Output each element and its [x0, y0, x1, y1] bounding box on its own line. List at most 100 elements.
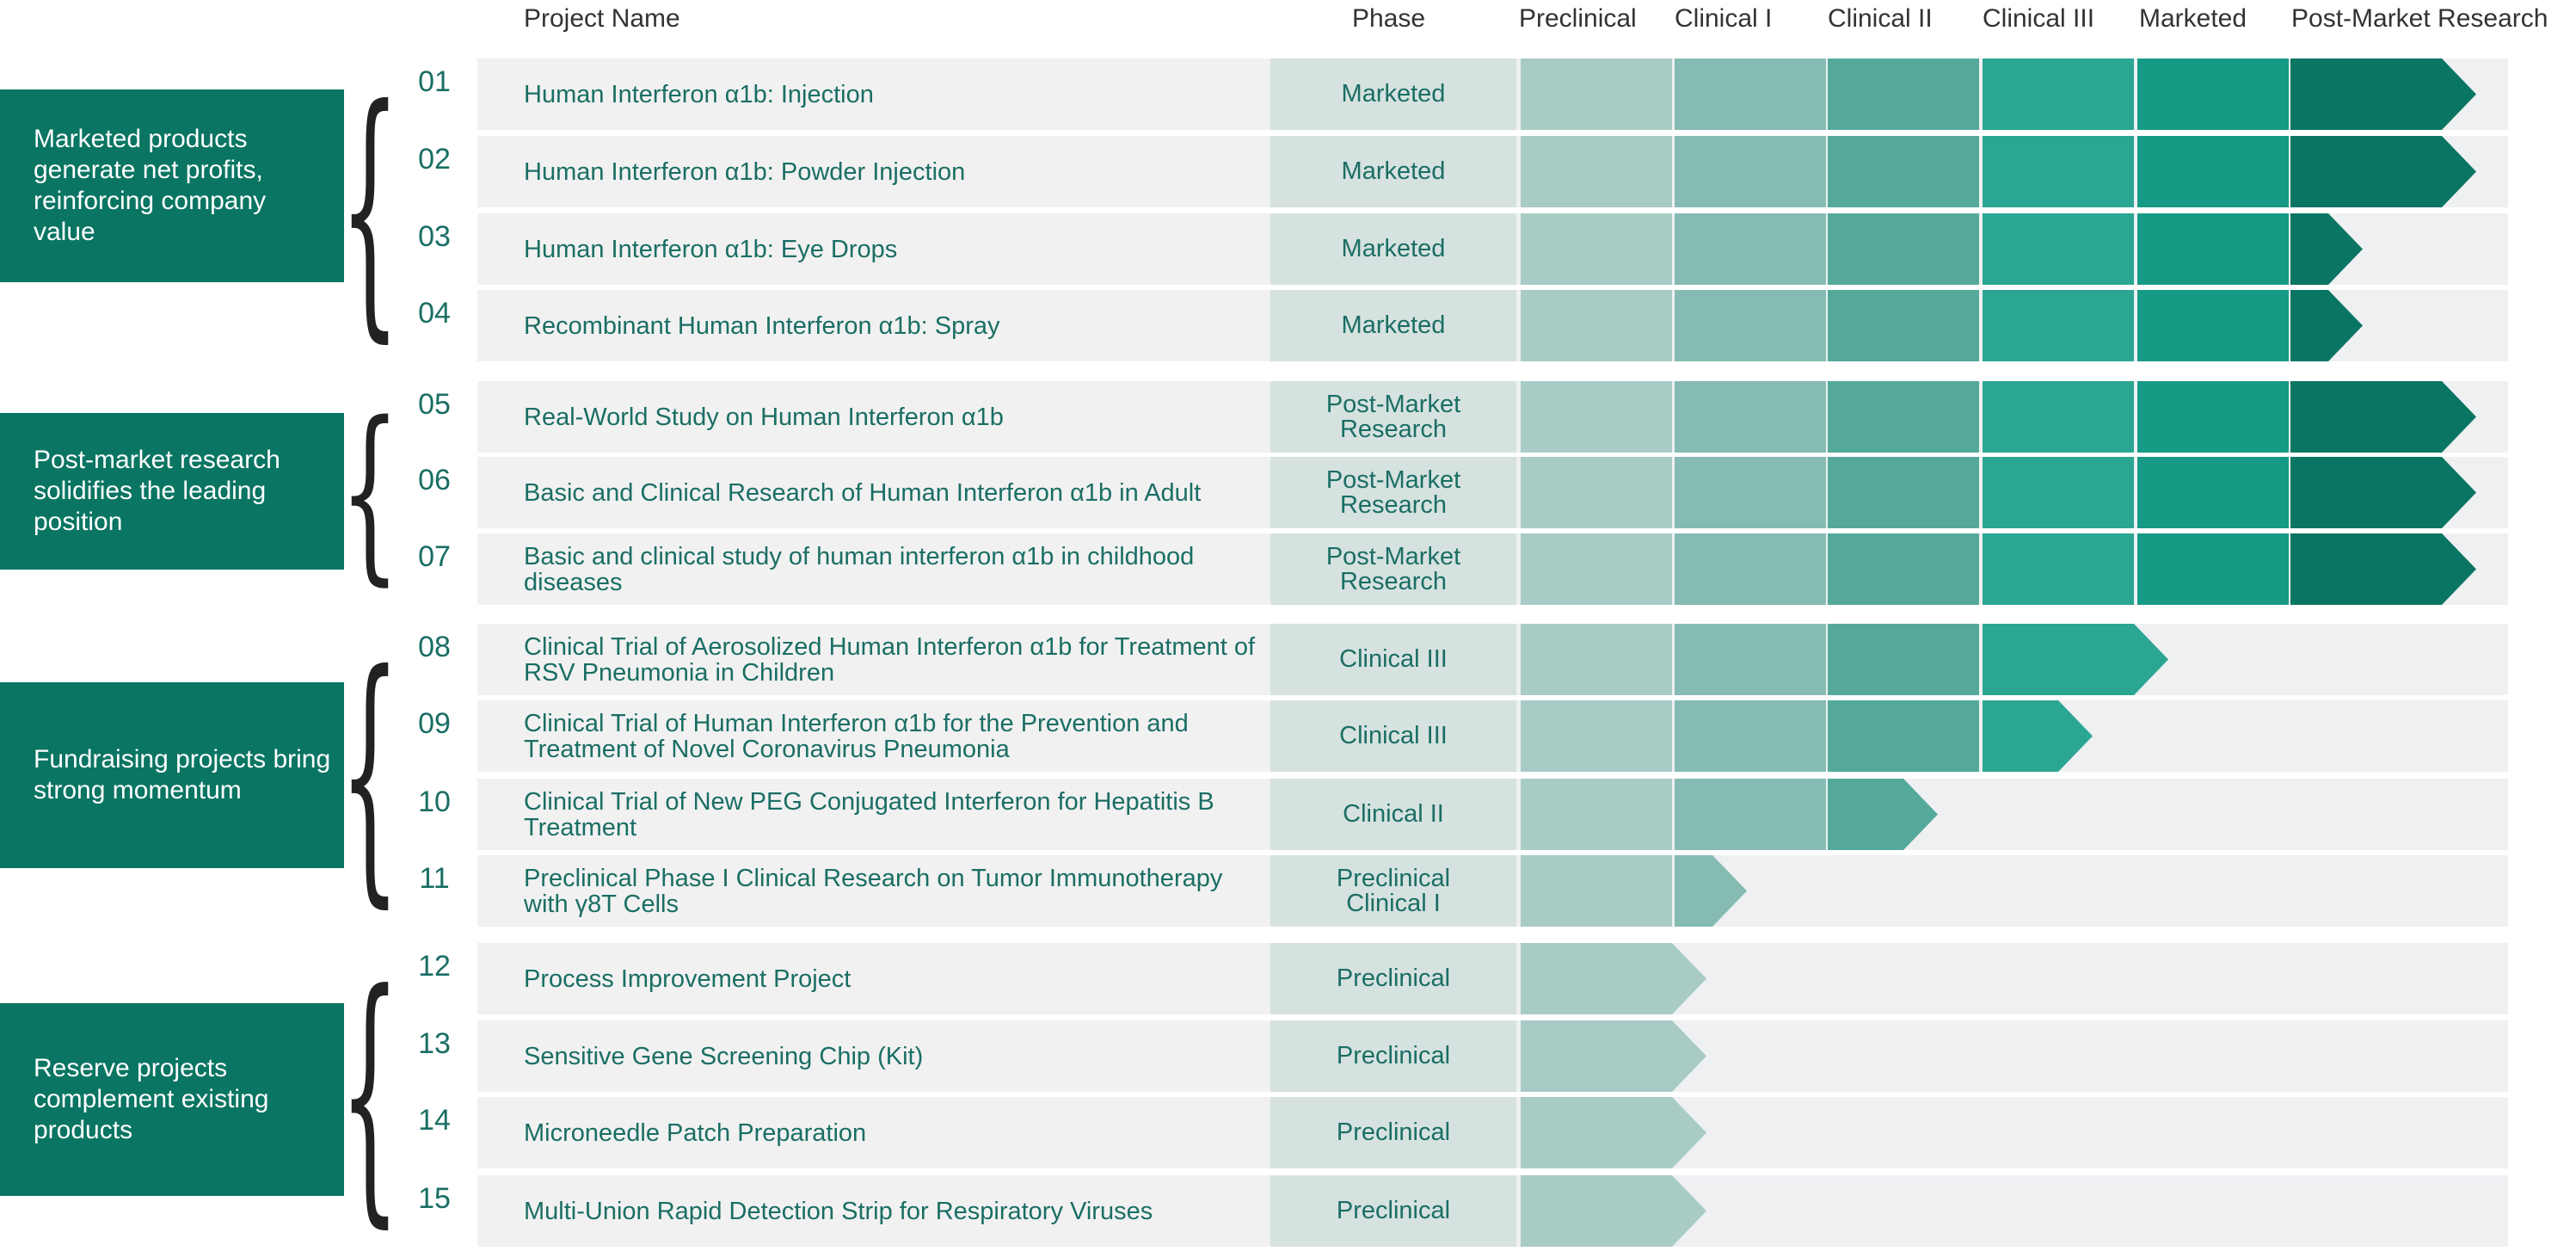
project-name-cell: Basic and Clinical Research of Human Int… [477, 457, 1270, 528]
progress-segment [2137, 213, 2289, 285]
progress-segment [1521, 290, 1672, 361]
project-name: Basic and clinical study of human interf… [524, 542, 1195, 596]
progress-segment [1828, 59, 1979, 130]
phase-label: Post-Market Research [1325, 390, 1461, 443]
progress-segment [1675, 624, 1826, 695]
progress-segment [1828, 381, 1979, 453]
project-name: Process Improvement Project [524, 964, 851, 993]
phase-cell: Preclinical [1270, 1175, 1516, 1247]
phase-cell: Marketed [1270, 213, 1516, 285]
group-label: Marketed products generate net profits, … [34, 125, 267, 246]
brace-icon: { [340, 935, 400, 1251]
header-stage-post-market: Post-Market Research [2291, 4, 2548, 33]
project-name-cell: Clinical Trial of Human Interferon α1b f… [477, 700, 1270, 772]
project-name-cell: Sensitive Gene Screening Chip (Kit) [477, 1020, 1270, 1092]
row-number: 13 [418, 1027, 451, 1060]
progress-arrow-tip [1983, 624, 2168, 695]
progress-segment [2137, 457, 2289, 528]
project-name-cell: Process Improvement Project [477, 943, 1270, 1014]
project-name: Microneedle Patch Preparation [524, 1119, 867, 1147]
project-name: Sensitive Gene Screening Chip (Kit) [524, 1042, 924, 1070]
phase-cell: Post-Market Research [1270, 533, 1516, 605]
phase-label: Preclinical [1336, 1042, 1451, 1069]
project-name: Clinical Trial of Human Interferon α1b f… [524, 709, 1189, 763]
progress-segment [1828, 624, 1979, 695]
group-label: Reserve projects complement existing pro… [34, 1054, 269, 1144]
progress-segment [1828, 213, 1979, 285]
header-stage-preclinical: Preclinical [1519, 4, 1637, 33]
project-name: Real-World Study on Human Interferon α1b [524, 403, 1004, 431]
project-name-cell: Human Interferon α1b: Powder Injection [477, 136, 1270, 207]
project-name: Basic and Clinical Research of Human Int… [524, 478, 1202, 507]
phase-label: Post-Market Research [1325, 465, 1461, 519]
progress-segment [1675, 290, 1826, 361]
progress-segment [1675, 779, 1826, 850]
phase-label: Marketed [1341, 311, 1446, 339]
progress-segment [2137, 136, 2289, 207]
project-name: Human Interferon α1b: Eye Drops [524, 235, 898, 263]
row-number: 12 [418, 950, 451, 983]
phase-label: Post-Market Research [1325, 542, 1461, 595]
progress-segment [2137, 381, 2289, 453]
header-stage-clinical-3: Clinical III [1983, 4, 2095, 33]
progress-arrow-tip [2290, 533, 2476, 605]
row-number: 09 [418, 707, 451, 740]
phase-label: Preclinical Clinical I [1336, 864, 1451, 917]
phase-label: Clinical II [1343, 800, 1444, 828]
progress-segment [1828, 533, 1979, 605]
phase-cell: Marketed [1270, 59, 1516, 130]
project-name-cell: Basic and clinical study of human interf… [477, 533, 1270, 605]
group-label-box: Fundraising projects bring strong moment… [0, 682, 344, 868]
phase-cell: Marketed [1270, 290, 1516, 361]
project-name: Human Interferon α1b: Powder Injection [524, 157, 966, 186]
project-name-cell: Recombinant Human Interferon α1b: Spray [477, 290, 1270, 361]
brace-icon: { [340, 381, 400, 603]
phase-cell: Post-Market Research [1270, 381, 1516, 453]
row-number: 14 [418, 1104, 451, 1137]
progress-arrow-tip [1521, 943, 1706, 1014]
progress-segment [1983, 213, 2134, 285]
progress-arrow-tip [2290, 290, 2363, 361]
phase-label: Marketed [1341, 235, 1446, 262]
progress-segment [2137, 290, 2289, 361]
progress-arrow-tip [1521, 1175, 1706, 1247]
row-number: 11 [419, 862, 450, 895]
project-name-cell: Clinical Trial of New PEG Conjugated Int… [477, 779, 1270, 850]
progress-segment [1521, 779, 1672, 850]
progress-segment [1675, 136, 1826, 207]
progress-segment [1983, 290, 2134, 361]
header-stage-clinical-2: Clinical II [1828, 4, 1933, 33]
progress-arrow-tip [2290, 213, 2363, 285]
project-name-cell: Human Interferon α1b: Injection [477, 59, 1270, 130]
project-name: Preclinical Phase I Clinical Research on… [524, 864, 1223, 918]
progress-segment [1983, 457, 2134, 528]
phase-cell: Preclinical [1270, 1020, 1516, 1092]
phase-label: Marketed [1341, 80, 1446, 108]
brace-icon: { [340, 616, 400, 931]
progress-arrow-tip [2290, 381, 2476, 453]
progress-arrow-tip [2290, 59, 2476, 130]
phase-label: Clinical III [1339, 722, 1448, 749]
group-label-box: Marketed products generate net profits, … [0, 89, 344, 282]
project-name-cell: Preclinical Phase I Clinical Research on… [477, 855, 1270, 927]
row-number: 04 [418, 297, 451, 330]
progress-segment [1828, 457, 1979, 528]
project-name: Multi-Union Rapid Detection Strip for Re… [524, 1197, 1153, 1225]
progress-arrow-tip [1828, 779, 1938, 850]
progress-arrow-tip [1521, 1020, 1706, 1092]
progress-arrow-tip [1983, 700, 2093, 772]
progress-segment [1521, 700, 1672, 772]
progress-segment [1983, 59, 2134, 130]
progress-segment [1675, 381, 1826, 453]
phase-label: Preclinical [1336, 1119, 1451, 1146]
phase-cell: Clinical II [1270, 779, 1516, 850]
project-name: Clinical Trial of New PEG Conjugated Int… [524, 787, 1214, 841]
row-number: 03 [418, 220, 451, 253]
phase-label: Preclinical [1336, 1197, 1451, 1224]
phase-cell: Clinical III [1270, 624, 1516, 695]
phase-cell: Preclinical Clinical I [1270, 855, 1516, 927]
progress-segment [1828, 700, 1979, 772]
project-name-cell: Human Interferon α1b: Eye Drops [477, 213, 1270, 285]
progress-segment [1521, 381, 1672, 453]
phase-cell: Preclinical [1270, 943, 1516, 1014]
